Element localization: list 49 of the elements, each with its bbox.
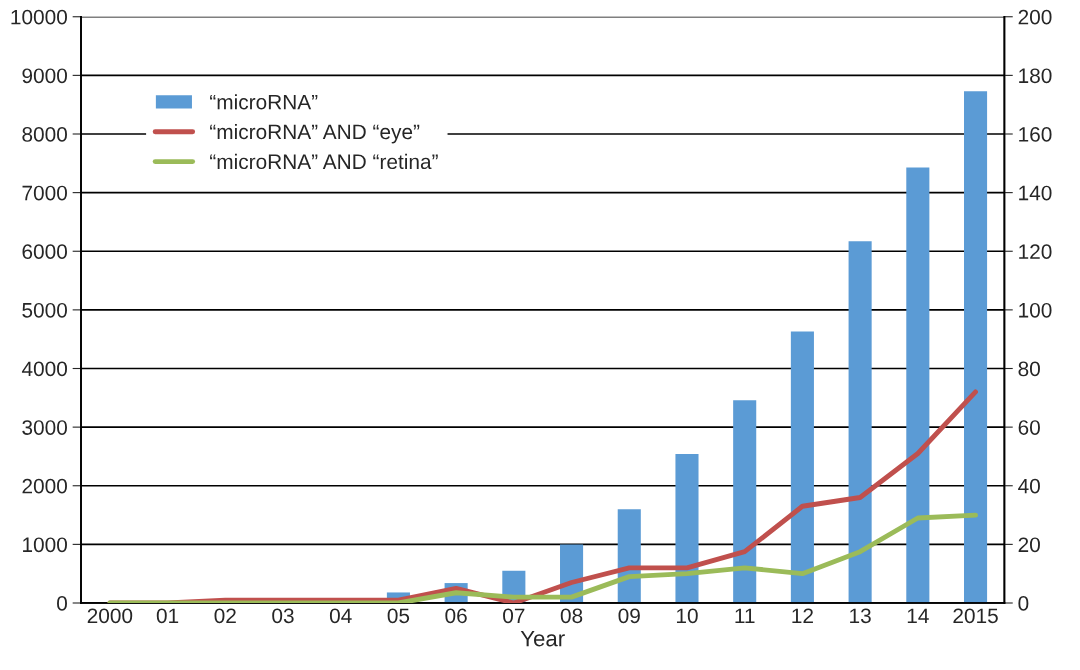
y-tick-label: 6000 bbox=[22, 244, 67, 259]
x-tick-label: 03 bbox=[272, 608, 294, 624]
x-axis-title: Year bbox=[520, 630, 565, 647]
legend-label: “microRNA” AND “retina” bbox=[210, 153, 438, 170]
x-tick-label: 13 bbox=[850, 608, 871, 624]
bar bbox=[733, 400, 757, 603]
y-tick-label: 7000 bbox=[22, 185, 67, 201]
y2-tick-label: 80 bbox=[1018, 361, 1040, 377]
x-tick-label: 04 bbox=[329, 608, 352, 624]
x-tick-label: 01 bbox=[156, 608, 179, 624]
y-tick-label: 4000 bbox=[21, 361, 67, 377]
x-tick-label: 11 bbox=[735, 608, 755, 623]
y-tick-label: 10000 bbox=[11, 9, 67, 25]
x-tick-label: 09 bbox=[618, 608, 640, 624]
bar bbox=[790, 331, 814, 603]
y2-tick-label: 40 bbox=[1018, 478, 1040, 494]
y-tick-label: 0 bbox=[57, 596, 67, 611]
y2-tick-label: 180 bbox=[1019, 68, 1052, 84]
y2-tick-label: 120 bbox=[1019, 244, 1052, 259]
y2-tick-label: 160 bbox=[1019, 127, 1052, 142]
y-tick-label: 5000 bbox=[22, 302, 67, 318]
x-tick-label: 06 bbox=[445, 608, 467, 624]
y-tick-label: 9000 bbox=[22, 68, 67, 84]
x-tick-label: 2015 bbox=[953, 608, 998, 624]
bar bbox=[964, 91, 988, 603]
y-tick-label: 2000 bbox=[22, 478, 67, 494]
x-tick-label: 14 bbox=[907, 608, 929, 623]
y2-tick-label: 0 bbox=[1018, 596, 1029, 611]
x-tick-label: 05 bbox=[387, 608, 410, 624]
y-tick-label: 3000 bbox=[22, 420, 67, 435]
y2-tick-label: 140 bbox=[1019, 185, 1052, 201]
bar bbox=[906, 167, 930, 603]
legend-label: “microRNA” AND “eye” bbox=[210, 123, 420, 144]
y2-tick-label: 100 bbox=[1019, 302, 1052, 318]
y-tick-label: 1000 bbox=[23, 537, 67, 553]
bar bbox=[675, 454, 699, 603]
x-tick-label: 2000 bbox=[87, 608, 133, 624]
x-tick-label: 12 bbox=[792, 608, 813, 623]
line-series bbox=[107, 512, 978, 603]
y2-tick-label: 200 bbox=[1018, 9, 1052, 25]
x-tick-label: 08 bbox=[560, 608, 583, 624]
legend-label: “microRNA” bbox=[210, 94, 318, 110]
x-tick-label: 10 bbox=[676, 608, 698, 624]
y2-tick-label: 20 bbox=[1018, 537, 1040, 553]
x-tick-label: 07 bbox=[503, 608, 525, 624]
bar bbox=[848, 241, 872, 603]
y-tick-label: 8000 bbox=[22, 127, 67, 142]
x-tick-label: 02 bbox=[214, 608, 236, 624]
y2-tick-label: 60 bbox=[1018, 420, 1040, 435]
